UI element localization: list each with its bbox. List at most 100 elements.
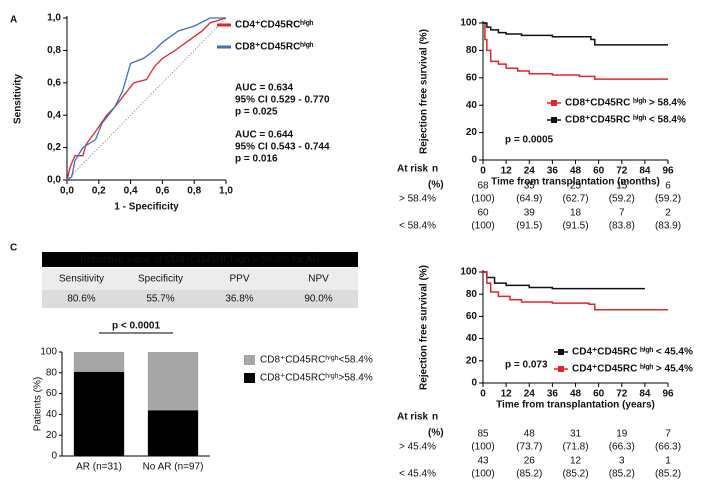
at-risk-percent: (66.3) bbox=[609, 442, 635, 453]
x-tick-label: 1,0 bbox=[219, 186, 233, 197]
x-axis-title: Time from transplantation (months) bbox=[491, 177, 660, 188]
x-tick-label: 0 bbox=[480, 166, 486, 177]
at-risk-row-label: < 58.4% bbox=[399, 221, 436, 232]
at-risk-count: 60 bbox=[477, 208, 489, 219]
y-tick-label: 40 bbox=[466, 333, 478, 344]
survival-curve bbox=[483, 271, 668, 311]
at-risk-count: 85 bbox=[477, 429, 489, 440]
x-tick-label: 96 bbox=[662, 166, 674, 177]
y-tick-label: 80 bbox=[466, 45, 478, 56]
y-tick-label: 20 bbox=[466, 127, 478, 138]
x-tick-label: 72 bbox=[616, 389, 628, 400]
at-risk-percent: (66.3) bbox=[655, 442, 681, 453]
x-tick-label: 12 bbox=[501, 166, 513, 177]
legend-marker bbox=[558, 366, 564, 372]
x-tick-label: 0,6 bbox=[155, 186, 169, 197]
legend-label: CD4⁺CD45RC ʰⁱᵍʰ > 45.4% bbox=[572, 363, 693, 375]
at-risk-count: 68 bbox=[477, 181, 489, 192]
x-tick-label: AR (n=31) bbox=[76, 462, 122, 473]
p-value: p = 0.073 bbox=[505, 360, 548, 371]
table-title-bar bbox=[42, 252, 358, 267]
legend-swatch bbox=[244, 355, 255, 365]
at-risk-count: 39 bbox=[524, 208, 536, 219]
at-risk-count: 43 bbox=[477, 456, 489, 467]
y-tick-label: 0 bbox=[471, 155, 477, 166]
bar-segment bbox=[73, 371, 125, 456]
annotation: 95% CI 0.529 - 0.770 bbox=[235, 95, 330, 106]
x-axis-title: Time from transplantation (years) bbox=[496, 400, 655, 411]
at-risk-count: 12 bbox=[570, 456, 582, 467]
y-axis-title: Sensitivity bbox=[13, 74, 24, 124]
y-tick-label: 40 bbox=[466, 100, 478, 111]
x-tick-label: 12 bbox=[501, 389, 513, 400]
x-tick-label: 24 bbox=[524, 389, 536, 400]
at-risk-count: 31 bbox=[570, 429, 582, 440]
y-tick-label: 40 bbox=[46, 409, 58, 420]
legend-marker bbox=[558, 349, 564, 355]
table-cell: 90.0% bbox=[304, 294, 332, 305]
x-tick-label: 60 bbox=[593, 389, 605, 400]
at-risk-percent: (64.9) bbox=[516, 194, 542, 205]
annotation: p = 0.016 bbox=[235, 154, 278, 165]
y-tick-label: 0 bbox=[471, 378, 477, 389]
y-tick-label: 0,0 bbox=[47, 175, 61, 186]
x-axis-title: 1 - Specificity bbox=[114, 202, 179, 213]
at-risk-count: 19 bbox=[616, 429, 628, 440]
at-risk-count: 6 bbox=[665, 181, 671, 192]
at-risk-percent: (71.8) bbox=[562, 442, 588, 453]
y-tick-label: 100 bbox=[460, 18, 477, 29]
at-risk-count: 15 bbox=[616, 181, 628, 192]
at-risk-percent: (100) bbox=[471, 442, 494, 453]
table-title: Predictive value of CD8+CD45RChigh > 58.… bbox=[80, 255, 320, 266]
roc-curve bbox=[66, 17, 227, 181]
at-risk-count: 7 bbox=[619, 208, 625, 219]
x-tick-label: 0,4 bbox=[124, 186, 138, 197]
y-axis-title: Rejection free survival (%) bbox=[419, 29, 430, 154]
bar-segment bbox=[147, 410, 199, 456]
at-risk-percent: (59.2) bbox=[609, 194, 635, 205]
at-risk-percent: (85.2) bbox=[609, 469, 635, 480]
x-tick-label: 0,0 bbox=[60, 186, 74, 197]
table-value-row bbox=[42, 290, 358, 308]
legend-label: CD8⁺CD45RCʰⁱᵍʰ<58.4% bbox=[260, 355, 373, 366]
at-risk-n: n bbox=[432, 412, 438, 423]
at-risk-pct: (%) bbox=[428, 428, 444, 439]
annotation: AUC = 0.634 bbox=[235, 83, 294, 94]
legend-label: CD8⁺CD45RCʰⁱᵍʰ>58.4% bbox=[260, 373, 373, 384]
bar-segment bbox=[147, 352, 199, 411]
p-value: p = 0.0005 bbox=[505, 135, 554, 146]
at-risk-percent: (85.2) bbox=[516, 469, 542, 480]
at-risk-count: 3 bbox=[619, 456, 625, 467]
at-risk-percent: (100) bbox=[471, 221, 494, 232]
table-cell: 55.7% bbox=[146, 294, 174, 305]
at-risk-count: 2 bbox=[665, 208, 671, 219]
legend-swatch bbox=[244, 373, 255, 383]
y-tick-label: 20 bbox=[466, 355, 478, 366]
table-header: Specificity bbox=[138, 274, 183, 285]
x-tick-label: 36 bbox=[547, 389, 559, 400]
legend-label: CD8⁺CD45RCʰⁱᵍʰ bbox=[235, 41, 314, 53]
at-risk-n: n bbox=[432, 164, 438, 175]
annotation: 95% CI 0.543 - 0.744 bbox=[235, 142, 330, 153]
y-tick-label: 0,6 bbox=[47, 77, 61, 88]
x-tick-label: 84 bbox=[639, 166, 651, 177]
y-tick-label: 0,8 bbox=[47, 45, 61, 56]
at-risk-percent: (83.8) bbox=[609, 221, 635, 232]
bar-segment bbox=[73, 352, 125, 372]
at-risk-row-label: > 58.4% bbox=[399, 194, 436, 205]
x-tick-label: 84 bbox=[639, 389, 651, 400]
y-tick-label: 80 bbox=[466, 289, 478, 300]
y-tick-label: 20 bbox=[46, 430, 58, 441]
at-risk-pct: (%) bbox=[428, 180, 444, 191]
y-tick-label: 60 bbox=[46, 388, 58, 399]
x-tick-label: 48 bbox=[570, 166, 582, 177]
table-cell: 80.6% bbox=[67, 294, 95, 305]
diagonal bbox=[66, 17, 227, 181]
y-tick-label: 100 bbox=[40, 347, 57, 358]
panel-label: C bbox=[10, 243, 17, 254]
table-header: NPV bbox=[308, 274, 329, 285]
at-risk-percent: (83.9) bbox=[655, 221, 681, 232]
at-risk-percent: (62.7) bbox=[562, 194, 588, 205]
table-header: Sensitivity bbox=[59, 274, 104, 285]
x-tick-label: 96 bbox=[662, 389, 674, 400]
